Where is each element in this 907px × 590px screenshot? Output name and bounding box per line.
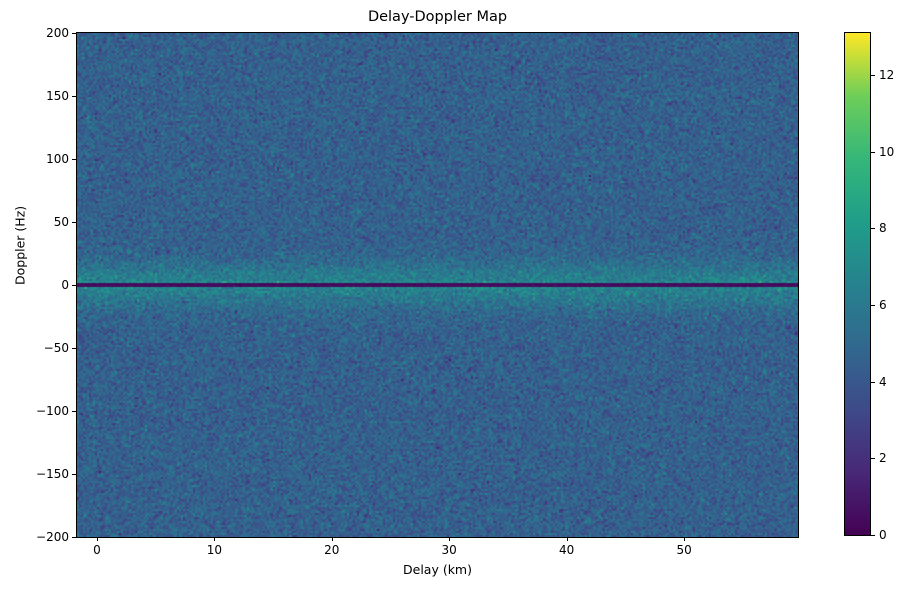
y-tick-label: 100 <box>46 152 69 166</box>
x-tick-label: 0 <box>93 543 101 557</box>
colorbar-tick-label: 2 <box>879 451 887 466</box>
x-axis-label: Delay (km) <box>403 562 472 577</box>
y-tick-label: −100 <box>36 404 69 418</box>
y-tick-mark <box>72 159 76 160</box>
y-tick-label: 50 <box>53 215 69 229</box>
colorbar-gradient <box>845 33 870 535</box>
y-tick-label: 0 <box>61 278 69 292</box>
x-tick-label: 50 <box>676 543 692 557</box>
chart-title: Delay-Doppler Map <box>367 9 508 25</box>
y-tick-mark <box>72 474 76 475</box>
colorbar-tick-mark <box>871 151 875 153</box>
colorbar-tick-label: 6 <box>879 298 887 313</box>
x-tick-mark <box>97 537 98 541</box>
colorbar-tick-label: 10 <box>879 144 895 159</box>
x-tick-mark <box>566 537 568 541</box>
x-tick-mark <box>331 537 333 541</box>
x-tick-mark <box>684 537 686 541</box>
x-tick-label: 20 <box>324 543 340 557</box>
y-tick-mark <box>72 348 76 349</box>
x-tick-mark <box>214 537 216 541</box>
colorbar-tick-mark <box>871 381 875 383</box>
plot-area <box>76 32 799 538</box>
colorbar-tick-mark <box>871 228 875 230</box>
y-tick-label: −200 <box>36 530 69 544</box>
y-tick-mark <box>72 537 76 538</box>
y-tick-mark <box>72 33 76 34</box>
colorbar-tick-mark <box>871 458 875 460</box>
colorbar-tick-label: 0 <box>879 528 887 542</box>
y-tick-label: −150 <box>36 467 69 481</box>
y-tick-mark <box>72 222 76 223</box>
x-tick-label: 40 <box>559 543 575 557</box>
x-tick-label: 30 <box>441 543 457 557</box>
colorbar-tick-label: 12 <box>879 68 895 83</box>
y-tick-label: 200 <box>46 26 69 40</box>
colorbar-tick-mark <box>871 75 875 77</box>
colorbar-tick-label: 4 <box>879 374 887 389</box>
y-tick-mark <box>72 96 76 97</box>
x-tick-label: 10 <box>206 543 223 557</box>
y-tick-mark <box>72 411 76 412</box>
colorbar-tick-label: 8 <box>879 221 887 236</box>
heatmap-canvas <box>77 33 798 537</box>
y-tick-label: −50 <box>43 341 69 355</box>
colorbar-tick-mark <box>871 305 875 307</box>
colorbar-tick-mark <box>871 535 875 536</box>
colorbar <box>844 32 871 536</box>
y-tick-label: 150 <box>46 89 69 103</box>
x-tick-mark <box>449 537 451 541</box>
y-tick-mark <box>72 285 76 286</box>
